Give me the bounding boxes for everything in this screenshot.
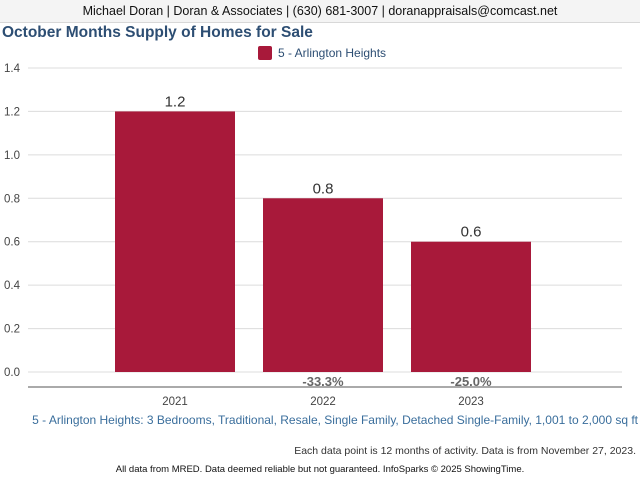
bar [115, 111, 235, 372]
bar-value-label: 1.2 [165, 93, 186, 110]
y-tick-label: 0.0 [4, 367, 20, 379]
x-tick-label: 2021 [162, 396, 188, 408]
legend-swatch [258, 46, 272, 60]
chart-title: October Months Supply of Homes for Sale [2, 24, 313, 41]
contact-line: Michael Doran | Doran & Associates | (63… [82, 4, 558, 18]
legend[interactable]: 5 - Arlington Heights [258, 45, 386, 61]
contact-header: Michael Doran | Doran & Associates | (63… [0, 0, 640, 23]
y-tick-label: 0.2 [4, 324, 20, 336]
legend-label: 5 - Arlington Heights [278, 46, 387, 60]
x-tick-label: 2023 [458, 396, 484, 408]
bar [411, 241, 531, 372]
bar-value-label: 0.6 [461, 224, 482, 241]
y-tick-label: 1.2 [4, 106, 20, 118]
percent-change-label: -25.0% [450, 374, 492, 389]
y-tick-label: 1.4 [4, 63, 21, 75]
footer-disclaimer: All data from MRED. Data deemed reliable… [115, 464, 525, 475]
bar-value-label: 0.8 [313, 180, 334, 197]
x-tick-label: 2022 [310, 396, 336, 408]
y-tick-label: 0.8 [4, 193, 20, 205]
y-tick-label: 0.4 [4, 280, 21, 292]
data-note: Each data point is 12 months of activity… [294, 445, 636, 457]
y-tick-label: 0.6 [4, 237, 20, 249]
percent-change-label: -33.3% [302, 374, 344, 389]
bar [263, 198, 383, 372]
y-tick-label: 1.0 [4, 150, 20, 162]
chart-subtitle: 5 - Arlington Heights: 3 Bedrooms, Tradi… [32, 413, 638, 427]
